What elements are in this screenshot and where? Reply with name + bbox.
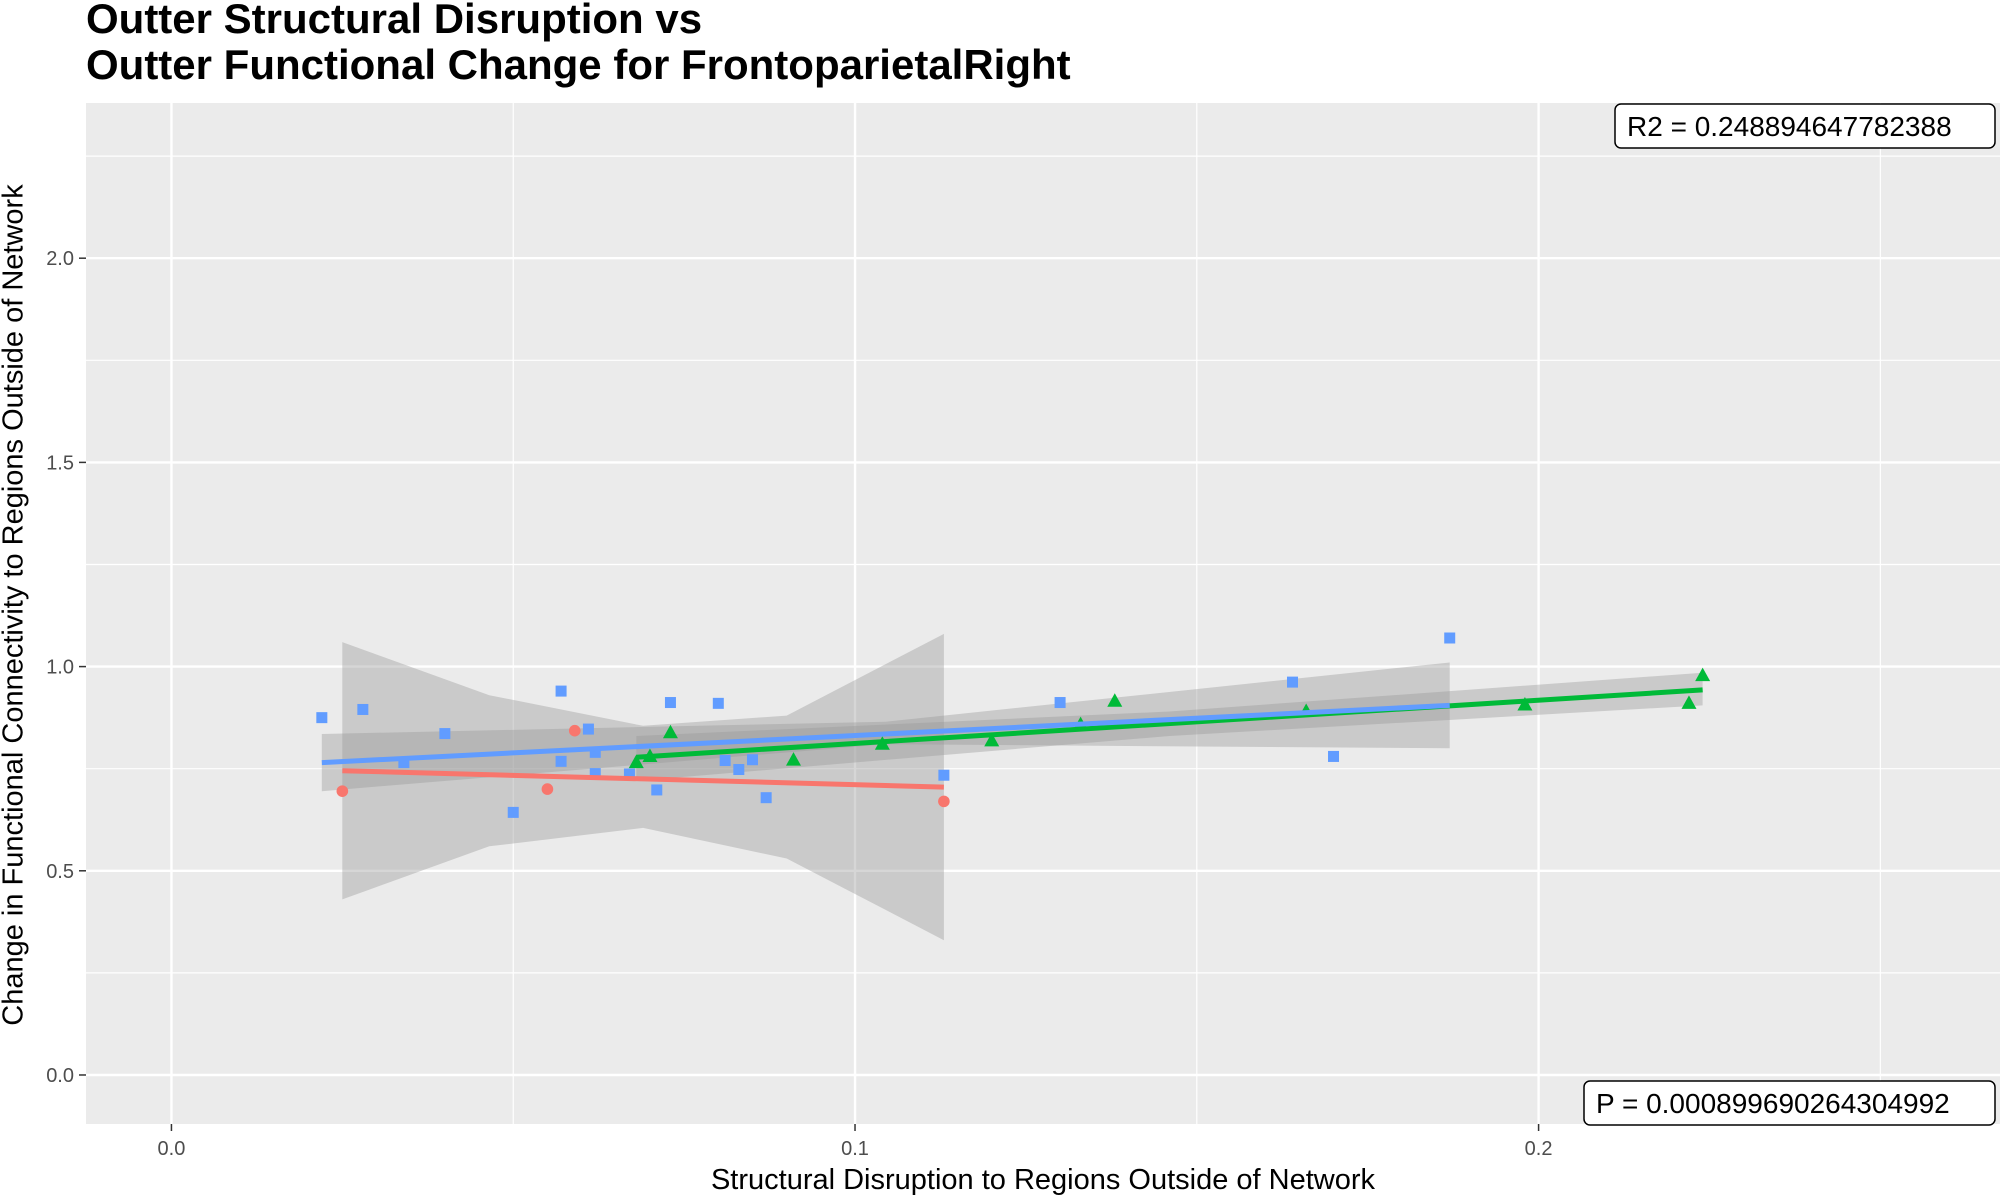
blue-data-point xyxy=(555,685,567,697)
blue-data-point xyxy=(1054,697,1066,709)
green-data-point xyxy=(628,754,644,769)
blue-fit-line xyxy=(321,702,1450,766)
blue-data-point xyxy=(719,755,731,767)
blue-data-point xyxy=(589,746,601,758)
blue-data-point xyxy=(357,703,369,715)
x-tick-label: 0.2 xyxy=(1525,1138,1553,1160)
plot-panel xyxy=(86,103,2000,1124)
y-tick-label: 0.0 xyxy=(46,1065,74,1087)
blue-data-point xyxy=(651,784,663,796)
r2-annotation-text: R2 = 0.248894647782388 xyxy=(1627,111,1952,142)
chart-title-line2: Outter Functional Change for Frontoparie… xyxy=(86,41,1071,88)
green-fit-line xyxy=(636,687,1703,760)
blue-data-point xyxy=(760,792,772,804)
blue-data-point xyxy=(733,764,745,776)
x-axis-label: Structural Disruption to Regions Outside… xyxy=(710,1164,1376,1196)
y-tick-label: 0.5 xyxy=(46,861,74,883)
green-data-point xyxy=(1681,695,1697,709)
blue-data-point xyxy=(712,697,724,709)
p-annotation: P = 0.000899690264304992 xyxy=(1583,1080,1996,1126)
major-gridlines xyxy=(86,103,2000,1124)
minor-gridlines xyxy=(86,103,2000,1124)
x-tick-label: 0.0 xyxy=(158,1138,186,1160)
blue-data-point xyxy=(938,769,950,781)
blue-data-point xyxy=(1444,632,1456,644)
y-tick-label: 1.5 xyxy=(46,452,74,474)
red-confidence-ribbon xyxy=(342,633,944,941)
p-annotation-text: P = 0.000899690264304992 xyxy=(1596,1088,1950,1119)
r2-annotation-box xyxy=(1614,103,1996,149)
r2-annotation: R2 = 0.248894647782388 xyxy=(1614,103,1996,149)
confidence-ribbons xyxy=(321,633,1703,941)
blue-data-point xyxy=(664,697,676,709)
axis-ticks: 0.0 0.1 0.2 0.0 0.5 1.0 1.5 2.0 xyxy=(46,248,1552,1160)
green-data-point xyxy=(984,732,1000,747)
green-confidence-ribbon xyxy=(636,672,1703,781)
blue-data-point xyxy=(623,768,635,780)
blue-data-point xyxy=(507,806,519,818)
green-data-point xyxy=(662,724,678,739)
chart-title: Outter Structural Disruption vs Outter F… xyxy=(86,0,1071,88)
y-tick-label: 1.0 xyxy=(46,657,74,679)
blue-data-point xyxy=(589,768,601,780)
blue-data-point xyxy=(439,728,451,740)
green-data-point xyxy=(1695,667,1711,682)
stat-annotations: R2 = 0.248894647782388 P = 0.00089969026… xyxy=(1583,103,1996,1126)
y-axis-label: Change in Functional Connectivity to Reg… xyxy=(0,184,30,1026)
regression-lines xyxy=(321,687,1703,790)
green-data-point xyxy=(785,752,801,766)
red-data-point xyxy=(938,795,950,808)
y-tick-label: 2.0 xyxy=(46,248,74,270)
green-data-point xyxy=(1107,693,1123,707)
blue-data-point xyxy=(1287,676,1299,688)
chart-title-line1: Outter Structural Disruption vs xyxy=(86,0,703,42)
blue-confidence-ribbon xyxy=(321,662,1450,792)
blue-data-point xyxy=(316,712,328,724)
data-points xyxy=(316,632,1711,818)
blue-data-point xyxy=(398,757,410,769)
blue-data-point xyxy=(555,755,567,767)
red-data-point xyxy=(336,785,349,797)
red-data-point xyxy=(568,724,581,737)
red-fit-line xyxy=(342,768,944,790)
green-data-point xyxy=(1517,696,1533,711)
blue-data-point xyxy=(1328,750,1340,762)
blue-data-point xyxy=(582,723,594,735)
red-data-point xyxy=(541,783,554,795)
x-tick-label: 0.1 xyxy=(841,1138,869,1160)
blue-data-point xyxy=(746,754,758,766)
p-annotation-box xyxy=(1583,1080,1996,1126)
